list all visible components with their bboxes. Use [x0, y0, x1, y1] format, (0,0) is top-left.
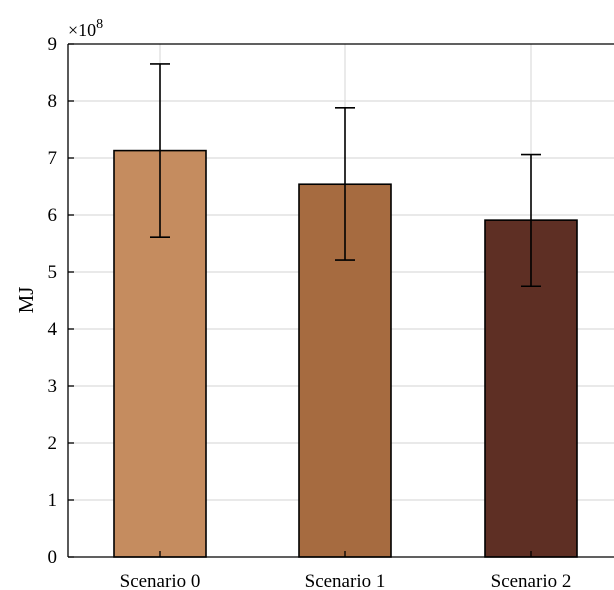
y-tick-label: 3 — [48, 376, 58, 397]
y-exponent-power: 8 — [96, 17, 103, 32]
x-tick-label: Scenario 0 — [120, 571, 201, 590]
axes-layer — [67, 43, 614, 558]
x-tick-label: Scenario 1 — [305, 571, 386, 590]
y-axis-exponent: ×108 — [68, 17, 103, 40]
y-exponent-base: ×10 — [68, 20, 96, 40]
y-tick-label: 8 — [48, 91, 58, 112]
y-axis-label: MJ — [14, 287, 38, 314]
y-tick-label: 2 — [48, 433, 58, 454]
y-tick-label: 4 — [48, 319, 58, 340]
x-tick-label: Scenario 2 — [491, 571, 572, 590]
error-bars-layer — [150, 63, 541, 288]
y-tick-label: 7 — [48, 148, 58, 169]
y-tick-label: 0 — [48, 547, 58, 568]
y-tick-label: 1 — [48, 490, 58, 511]
y-tick-label: 6 — [48, 205, 58, 226]
y-tick-label: 9 — [48, 34, 58, 55]
y-tick-label: 5 — [48, 262, 58, 283]
